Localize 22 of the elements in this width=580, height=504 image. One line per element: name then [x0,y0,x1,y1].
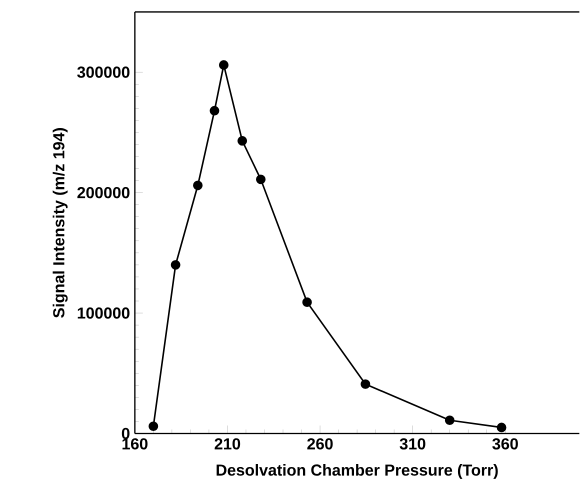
x-tick-label: 360 [492,438,518,450]
point [170,260,180,270]
y-tick-label: 200000 [77,186,130,198]
y-tick-label: 300000 [77,66,130,78]
x-tick-label: 310 [400,438,426,450]
x-tick-label: 160 [122,438,148,450]
point [496,422,506,432]
point [237,136,248,146]
point [360,379,370,389]
point [256,174,266,184]
point [210,106,220,116]
point [444,415,454,425]
x-axis-title: Desolvation Chamber Pressure (Torr) [216,464,498,479]
x-tick-label: 210 [214,438,240,450]
point [148,421,158,431]
y-tick-label: 0 [122,428,130,439]
y-tick-label: 100000 [78,307,130,318]
y-axis-title: Signal Intensity (m/z 194) [52,128,68,318]
point [218,60,229,70]
x-tick-label: 260 [307,438,333,450]
point [193,180,203,190]
point [302,297,312,307]
